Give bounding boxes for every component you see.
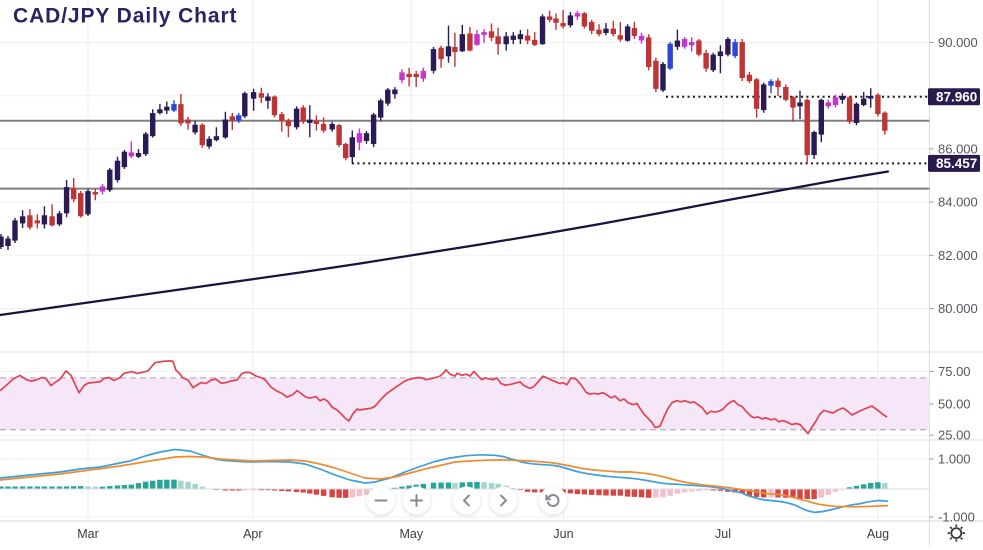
- svg-text:May: May: [399, 527, 423, 541]
- svg-text:80.000: 80.000: [938, 301, 978, 316]
- svg-text:Apr: Apr: [243, 527, 262, 541]
- svg-text:-1.000: -1.000: [938, 510, 975, 525]
- svg-text:85.457: 85.457: [936, 156, 977, 171]
- svg-text:25.00: 25.00: [938, 428, 971, 443]
- svg-text:Jul: Jul: [715, 527, 731, 541]
- svg-text:50.00: 50.00: [938, 396, 971, 411]
- svg-text:82.000: 82.000: [938, 248, 978, 263]
- svg-text:75.00: 75.00: [938, 364, 971, 379]
- svg-text:Jun: Jun: [553, 527, 573, 541]
- svg-text:84.000: 84.000: [938, 195, 978, 210]
- svg-text:86.000: 86.000: [938, 141, 978, 156]
- svg-text:1.000: 1.000: [938, 451, 971, 466]
- svg-text:87.960: 87.960: [936, 90, 977, 105]
- svg-text:Mar: Mar: [77, 527, 99, 541]
- svg-text:Aug: Aug: [867, 527, 889, 541]
- svg-text:90.000: 90.000: [938, 35, 978, 50]
- svg-text:CAD/JPY Daily Chart: CAD/JPY Daily Chart: [13, 5, 237, 28]
